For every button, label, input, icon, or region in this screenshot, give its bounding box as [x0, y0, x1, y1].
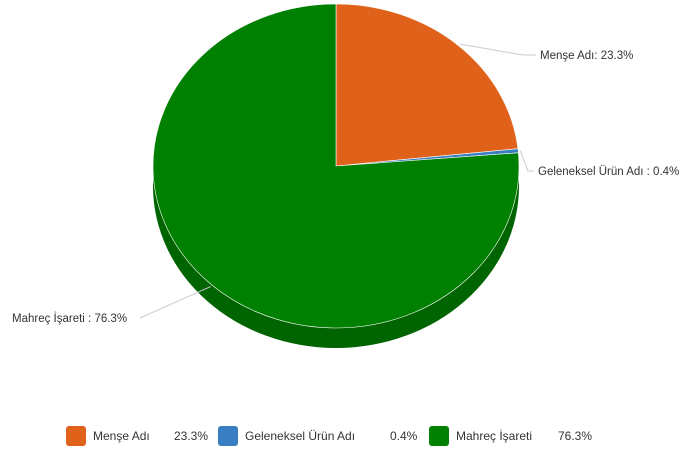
- legend-item-mense-adi[interactable]: Menşe Adı: [66, 424, 150, 448]
- slice-label-geleneksel-urun-adi: Geleneksel Ürün Adı : 0.4%: [538, 166, 679, 178]
- leader-line: [139, 286, 211, 319]
- legend-swatch: [429, 426, 449, 446]
- legend-swatch: [218, 426, 238, 446]
- leader-line: [459, 43, 536, 56]
- pie-slices: [152, 3, 520, 329]
- slice-label-mahrec-isareti: Mahreç İşareti : 76.3%: [12, 312, 127, 325]
- slice-label-mense-adi: Menşe Adı: 23.3%: [540, 50, 633, 62]
- legend-label: Menşe Adı: [93, 429, 150, 443]
- legend-value: 0.4%: [390, 429, 418, 443]
- leader-line: [519, 150, 534, 172]
- pie-slice-mahrec-isareti[interactable]: [152, 3, 520, 329]
- legend-value: 23.3%: [174, 429, 209, 443]
- legend-swatch: [66, 426, 86, 446]
- pie-chart: Menşe Adı: 23.3% Geleneksel Ürün Adı : 0.…: [12, 3, 679, 348]
- legend-label: Mahreç İşareti: [456, 429, 533, 443]
- leader-lines: [139, 43, 536, 319]
- legend-label: Geleneksel Ürün Adı: [245, 429, 356, 443]
- legend-item-mahrec-isareti[interactable]: Mahreç İşareti: [429, 424, 532, 448]
- pie-slice-mense-adi[interactable]: [335, 3, 519, 167]
- legend-value: 76.3%: [558, 429, 593, 443]
- slice-labels: Menşe Adı: 23.3% Geleneksel Ürün Adı : 0.…: [12, 50, 679, 325]
- legend-item-geleneksel-urun-adi[interactable]: Geleneksel Ürün Adı: [218, 424, 355, 448]
- legend: Menşe Adı 23.3% Geleneksel Ürün Adı 0.4%…: [0, 424, 690, 448]
